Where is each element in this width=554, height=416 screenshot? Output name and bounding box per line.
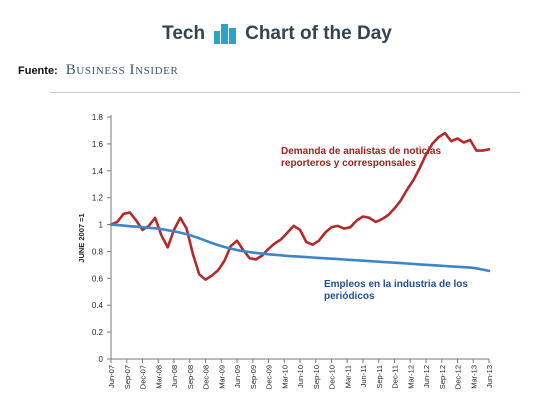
- y-tick-label: 1.4: [92, 167, 104, 176]
- y-axis-title: JUNE 2007 =1: [77, 213, 86, 262]
- x-tick-label: Dec-07: [139, 365, 148, 389]
- x-tick-label: Sep-09: [249, 365, 258, 389]
- source-name: Business Insider: [65, 62, 179, 78]
- x-tick-label: Jun-13: [485, 365, 494, 388]
- x-tick-label: Mar-09: [217, 365, 226, 389]
- chart-series: [109, 131, 491, 281]
- x-tick-label: Jun-12: [422, 365, 431, 388]
- source-label: Fuente:: [18, 65, 58, 77]
- x-tick-label: Dec-08: [202, 365, 211, 389]
- x-tick-label: Sep-12: [438, 365, 447, 389]
- x-tick-label: Jun-11: [359, 365, 368, 387]
- brand-tech: Tech: [162, 23, 206, 44]
- x-tick-label: Sep-10: [312, 365, 321, 389]
- x-tick-label: Jun-09: [233, 365, 242, 388]
- x-tick-label: Dec-09: [265, 365, 274, 389]
- brand-chart-of-the-day: Chart of the Day: [245, 23, 392, 44]
- x-tick-label: Sep-07: [123, 365, 132, 389]
- chart-axes: 0 0.2 0.4 0.6 0.8 1 1.2 1.4 1.6 1.8 Jun-07 Sep-07 De…: [77, 113, 494, 389]
- y-tick-label: 1: [99, 221, 104, 230]
- y-tick-label: 1.2: [92, 194, 104, 203]
- x-tick-label: Dec-12: [454, 365, 463, 389]
- y-tick-label: 0.2: [92, 328, 104, 337]
- source-line: Fuente: Business Insider: [18, 62, 178, 79]
- chart-of-the-day-header: Tech Chart of the Day: [0, 14, 554, 54]
- x-tick-label: Mar-12: [406, 365, 415, 389]
- x-tick-label: Dec-10: [328, 365, 337, 389]
- x-tick-label: Mar-13: [469, 365, 478, 389]
- x-tick-label: Dec-11: [391, 365, 400, 389]
- y-tick-label: 1.6: [92, 140, 104, 149]
- x-tick-label: Mar-11: [343, 365, 352, 388]
- x-tick-label: Sep-08: [186, 365, 195, 389]
- y-tick-label: 0.4: [92, 301, 104, 310]
- y-tick-label: 0.8: [92, 247, 104, 256]
- annotation-jobs: Empleos en la industria de los periódico…: [324, 279, 468, 302]
- bar-chart-logo-icon: [214, 24, 237, 44]
- y-tick-label: 0: [99, 355, 104, 364]
- series-line-jobs: [109, 223, 491, 273]
- series-line-demand: [109, 131, 491, 281]
- x-tick-label: Mar-10: [280, 365, 289, 389]
- x-tick-label: Mar-08: [154, 365, 163, 389]
- divider: [50, 92, 520, 93]
- y-tick-label: 1.8: [92, 113, 104, 122]
- x-tick-label: Jun-07: [107, 365, 116, 388]
- annotation-demand: Demanda de analistas de noticias reporte…: [281, 146, 442, 169]
- y-tick-label: 0.6: [92, 274, 104, 283]
- x-tick-label: Jun-08: [170, 365, 179, 388]
- x-tick-label: Jun-10: [296, 365, 305, 388]
- x-tick-label: Sep-11: [375, 365, 384, 389]
